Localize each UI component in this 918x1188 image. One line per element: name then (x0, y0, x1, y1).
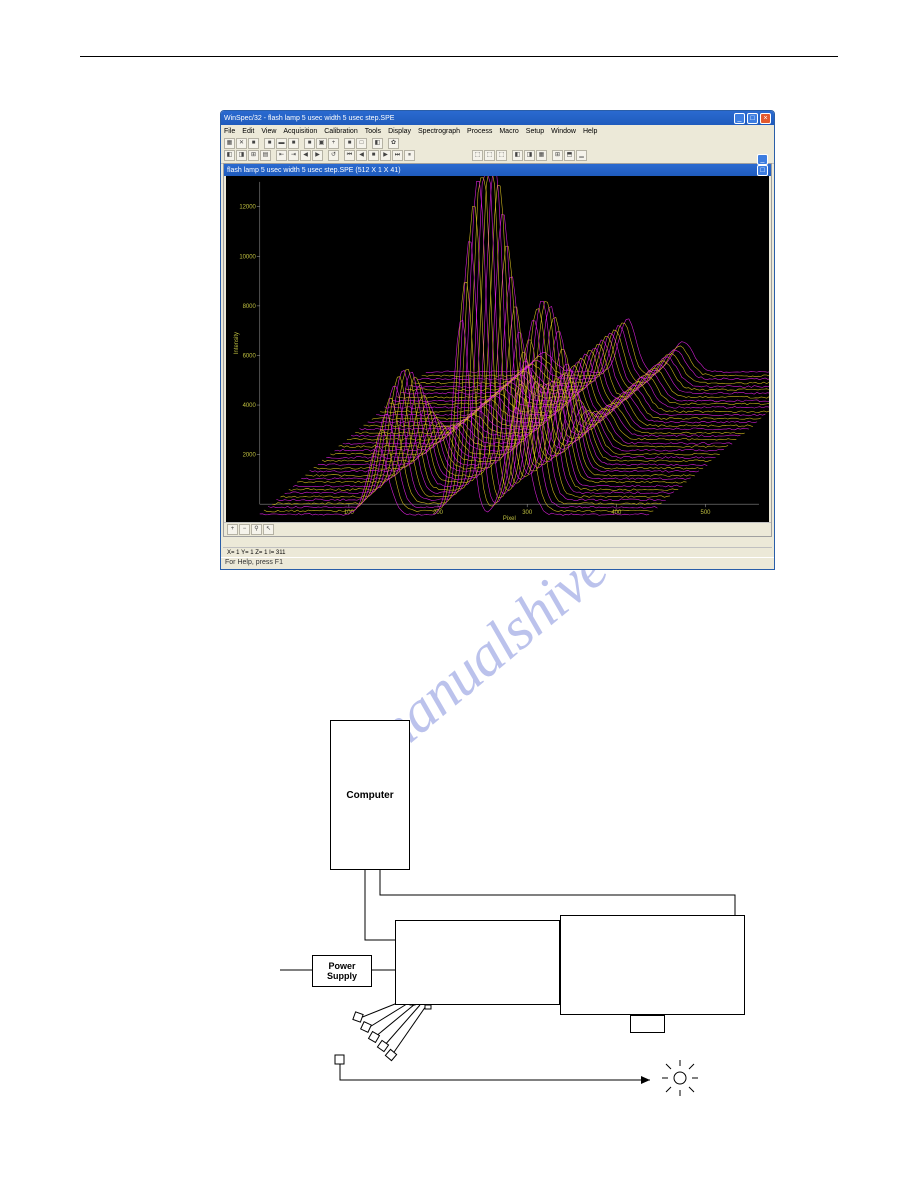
cursor-info: X= 1 Y= 1 Z= 1 I= 311 (223, 547, 772, 557)
chart-maximize-button[interactable]: □ (757, 165, 768, 176)
app-window: WinSpec/32 - flash lamp 5 usec width 5 u… (220, 110, 775, 570)
menu-tools[interactable]: Tools (365, 128, 381, 135)
toolbar2-btn-42[interactable]: ▁ (576, 150, 587, 161)
toolbar2-btn-37[interactable]: ◨ (524, 150, 535, 161)
toolbar2-btn-33[interactable]: ⬚ (484, 150, 495, 161)
svg-text:200: 200 (433, 510, 444, 516)
svg-text:8000: 8000 (243, 304, 257, 310)
svg-text:Intensity: Intensity (234, 332, 240, 354)
window-controls: _ □ × (734, 113, 771, 124)
menu-process[interactable]: Process (467, 128, 492, 135)
chart-minimize-button[interactable]: _ (757, 154, 768, 165)
spectrograph-box (560, 915, 745, 1015)
menu-window[interactable]: Window (551, 128, 576, 135)
toolbar1-btn-15[interactable]: ◧ (372, 138, 383, 149)
chart-title: flash lamp 5 usec width 5 usec step.SPE … (227, 167, 401, 174)
toolbar2-btn-7[interactable]: ◀ (300, 150, 311, 161)
svg-text:500: 500 (701, 510, 712, 516)
menu-display[interactable]: Display (388, 128, 411, 135)
toolbar2-btn-8[interactable]: ▶ (312, 150, 323, 161)
menu-file[interactable]: File (224, 128, 235, 135)
menu-macro[interactable]: Macro (499, 128, 518, 135)
menu-setup[interactable]: Setup (526, 128, 544, 135)
toolbar2-btn-36[interactable]: ◧ (512, 150, 523, 161)
svg-text:6000: 6000 (243, 353, 257, 359)
toolbar1-btn-8[interactable]: ■ (304, 138, 315, 149)
toolbar1-btn-17[interactable]: ✿ (388, 138, 399, 149)
toolbar1-btn-12[interactable]: ■ (344, 138, 355, 149)
computer-box: Computer (330, 720, 410, 870)
magnify-icon[interactable]: ⚲ (251, 524, 262, 535)
toolbar2-btn-38[interactable]: ▦ (536, 150, 547, 161)
zoom-out-icon[interactable]: − (239, 524, 250, 535)
minimize-button[interactable]: _ (734, 113, 745, 124)
toolbar2-btn-12[interactable]: ⏮ (344, 150, 355, 161)
chart-window: flash lamp 5 usec width 5 usec step.SPE … (223, 163, 772, 537)
toolbar2-btn-17[interactable]: ⏸ (404, 150, 415, 161)
camera-box (395, 920, 560, 1005)
toolbar1-btn-13[interactable]: □ (356, 138, 367, 149)
toolbar2-btn-3[interactable]: ▤ (260, 150, 271, 161)
computer-label: Computer (346, 790, 393, 801)
toolbar1-btn-10[interactable]: + (328, 138, 339, 149)
window-title: WinSpec/32 - flash lamp 5 usec width 5 u… (224, 115, 394, 122)
toolbar2-btn-2[interactable]: ⊞ (248, 150, 259, 161)
outer-titlebar: WinSpec/32 - flash lamp 5 usec width 5 u… (221, 111, 774, 125)
chart-titlebar: flash lamp 5 usec width 5 usec step.SPE … (224, 164, 771, 176)
chart-toolbar: + − ⚲ ↖ (224, 522, 771, 536)
svg-text:12000: 12000 (239, 205, 256, 211)
toolbar2-btn-5[interactable]: ⇤ (276, 150, 287, 161)
spectra-chart: 2000400060008000100001200010020030040050… (226, 176, 769, 522)
menu-acquisition[interactable]: Acquisition (283, 128, 317, 135)
toolbar2-btn-40[interactable]: ⊞ (552, 150, 563, 161)
statusbar: For Help, press F1 (221, 557, 774, 569)
menu-spectrograph[interactable]: Spectrograph (418, 128, 460, 135)
block-diagram: Computer Power Supply (280, 720, 760, 1120)
toolbar1-btn-0[interactable]: ▦ (224, 138, 235, 149)
psu-box: Power Supply (312, 955, 372, 987)
chart-area[interactable]: 2000400060008000100001200010020030040050… (226, 176, 769, 522)
svg-text:2000: 2000 (243, 453, 257, 459)
svg-text:300: 300 (522, 510, 533, 516)
toolbar2-btn-0[interactable]: ◧ (224, 150, 235, 161)
menu-view[interactable]: View (261, 128, 276, 135)
toolbar2-btn-41[interactable]: ⬒ (564, 150, 575, 161)
menu-calibration[interactable]: Calibration (324, 128, 357, 135)
cursor-icon[interactable]: ↖ (263, 524, 274, 535)
psu-label: Power Supply (327, 961, 357, 981)
toolbar2-btn-32[interactable]: ⬚ (472, 150, 483, 161)
toolbars: ▦✕■■▬■■▣+■□◧✿ ◧◨⊞▤⇤⇥◀▶↺⏮◀■▶⏭⏸⬚⬚⬚◧◨▦⊞⬒▁ (221, 137, 774, 164)
page-header: . (80, 40, 838, 57)
toolbar2-btn-15[interactable]: ▶ (380, 150, 391, 161)
close-button[interactable]: × (760, 113, 771, 124)
menu-edit[interactable]: Edit (242, 128, 254, 135)
menubar: File Edit View Acquisition Calibration T… (221, 125, 774, 137)
toolbar2-btn-34[interactable]: ⬚ (496, 150, 507, 161)
svg-text:4000: 4000 (243, 403, 257, 409)
toolbar1-btn-5[interactable]: ▬ (276, 138, 287, 149)
maximize-button[interactable]: □ (747, 113, 758, 124)
toolbar2-btn-10[interactable]: ↺ (328, 150, 339, 161)
toolbar2-btn-13[interactable]: ◀ (356, 150, 367, 161)
toolbar1-btn-1[interactable]: ✕ (236, 138, 247, 149)
toolbar2-btn-1[interactable]: ◨ (236, 150, 247, 161)
toolbar2-btn-6[interactable]: ⇥ (288, 150, 299, 161)
light-source-icon (662, 1060, 698, 1096)
toolbar1-btn-6[interactable]: ■ (288, 138, 299, 149)
svg-text:10000: 10000 (239, 254, 256, 260)
toolbar1-btn-9[interactable]: ▣ (316, 138, 327, 149)
output-port-box (630, 1015, 665, 1033)
zoom-in-icon[interactable]: + (227, 524, 238, 535)
menu-help[interactable]: Help (583, 128, 597, 135)
toolbar2-btn-14[interactable]: ■ (368, 150, 379, 161)
toolbar1-btn-4[interactable]: ■ (264, 138, 275, 149)
toolbar2-btn-16[interactable]: ⏭ (392, 150, 403, 161)
toolbar1-btn-2[interactable]: ■ (248, 138, 259, 149)
